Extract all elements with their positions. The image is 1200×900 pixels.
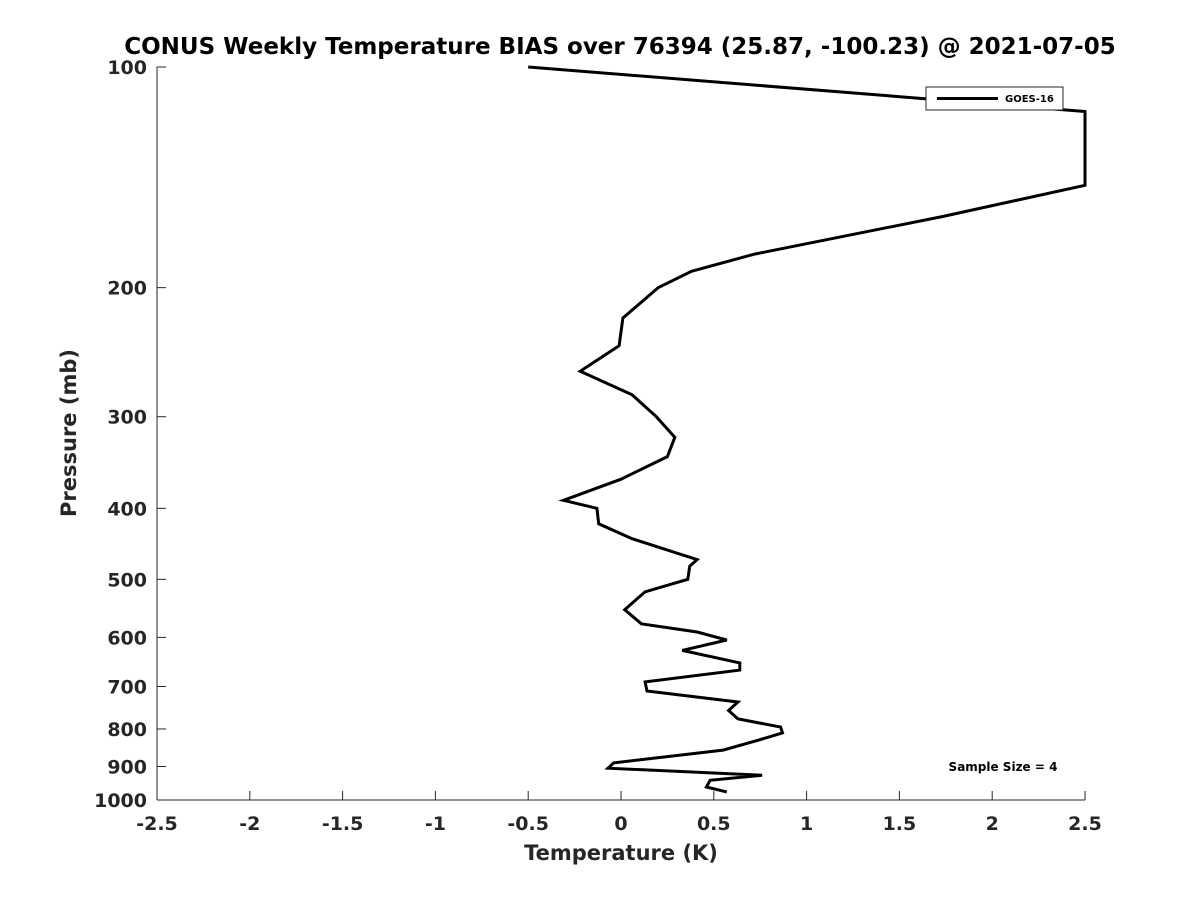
series-layer: [528, 65, 1087, 794]
x-tick-label: -0.5: [507, 813, 549, 835]
y-tick-label: 300: [107, 407, 147, 429]
x-tick-label: 2: [986, 813, 999, 835]
y-tick-label: 100: [107, 57, 147, 79]
x-tick-label: 1: [800, 813, 813, 835]
y-tick-label: 1000: [94, 790, 147, 812]
chart-title: CONUS Weekly Temperature BIAS over 76394…: [124, 34, 1115, 60]
y-axis-label: Pressure (mb): [57, 349, 81, 517]
y-ticks: 100 200 300 400 500 600 700 800 900 1000: [94, 57, 166, 812]
sample-size-annotation: Sample Size = 4: [949, 760, 1058, 774]
x-tick-label: 1.5: [883, 813, 917, 835]
y-tick-label: 500: [107, 569, 147, 591]
x-tick-label: -1.5: [322, 813, 364, 835]
legend-label-goes-16: GOES-16: [1005, 94, 1054, 105]
x-tick-label: 0: [614, 813, 627, 835]
axes: [156, 67, 1085, 801]
y-tick-label: 900: [107, 756, 147, 778]
x-tick-label: 0.5: [697, 813, 731, 835]
series-line-goes-16: [528, 65, 1087, 794]
x-tick-label: 2.5: [1068, 813, 1102, 835]
y-tick-label: 200: [107, 278, 147, 300]
x-tick-label: -2.5: [136, 813, 178, 835]
legend: GOES-16: [925, 86, 1064, 111]
y-tick-label: 700: [107, 676, 147, 698]
y-tick-label: 800: [107, 719, 147, 741]
y-tick-label: 600: [107, 627, 147, 649]
y-tick-label: 400: [107, 498, 147, 520]
x-axis-label: Temperature (K): [524, 841, 718, 865]
x-tick-label: -2: [239, 813, 260, 835]
x-tick-label: -1: [425, 813, 446, 835]
x-ticks: -2.5 -2 -1.5 -1 -0.5 0 0.5 1 1.5 2 2.5: [136, 791, 1102, 835]
